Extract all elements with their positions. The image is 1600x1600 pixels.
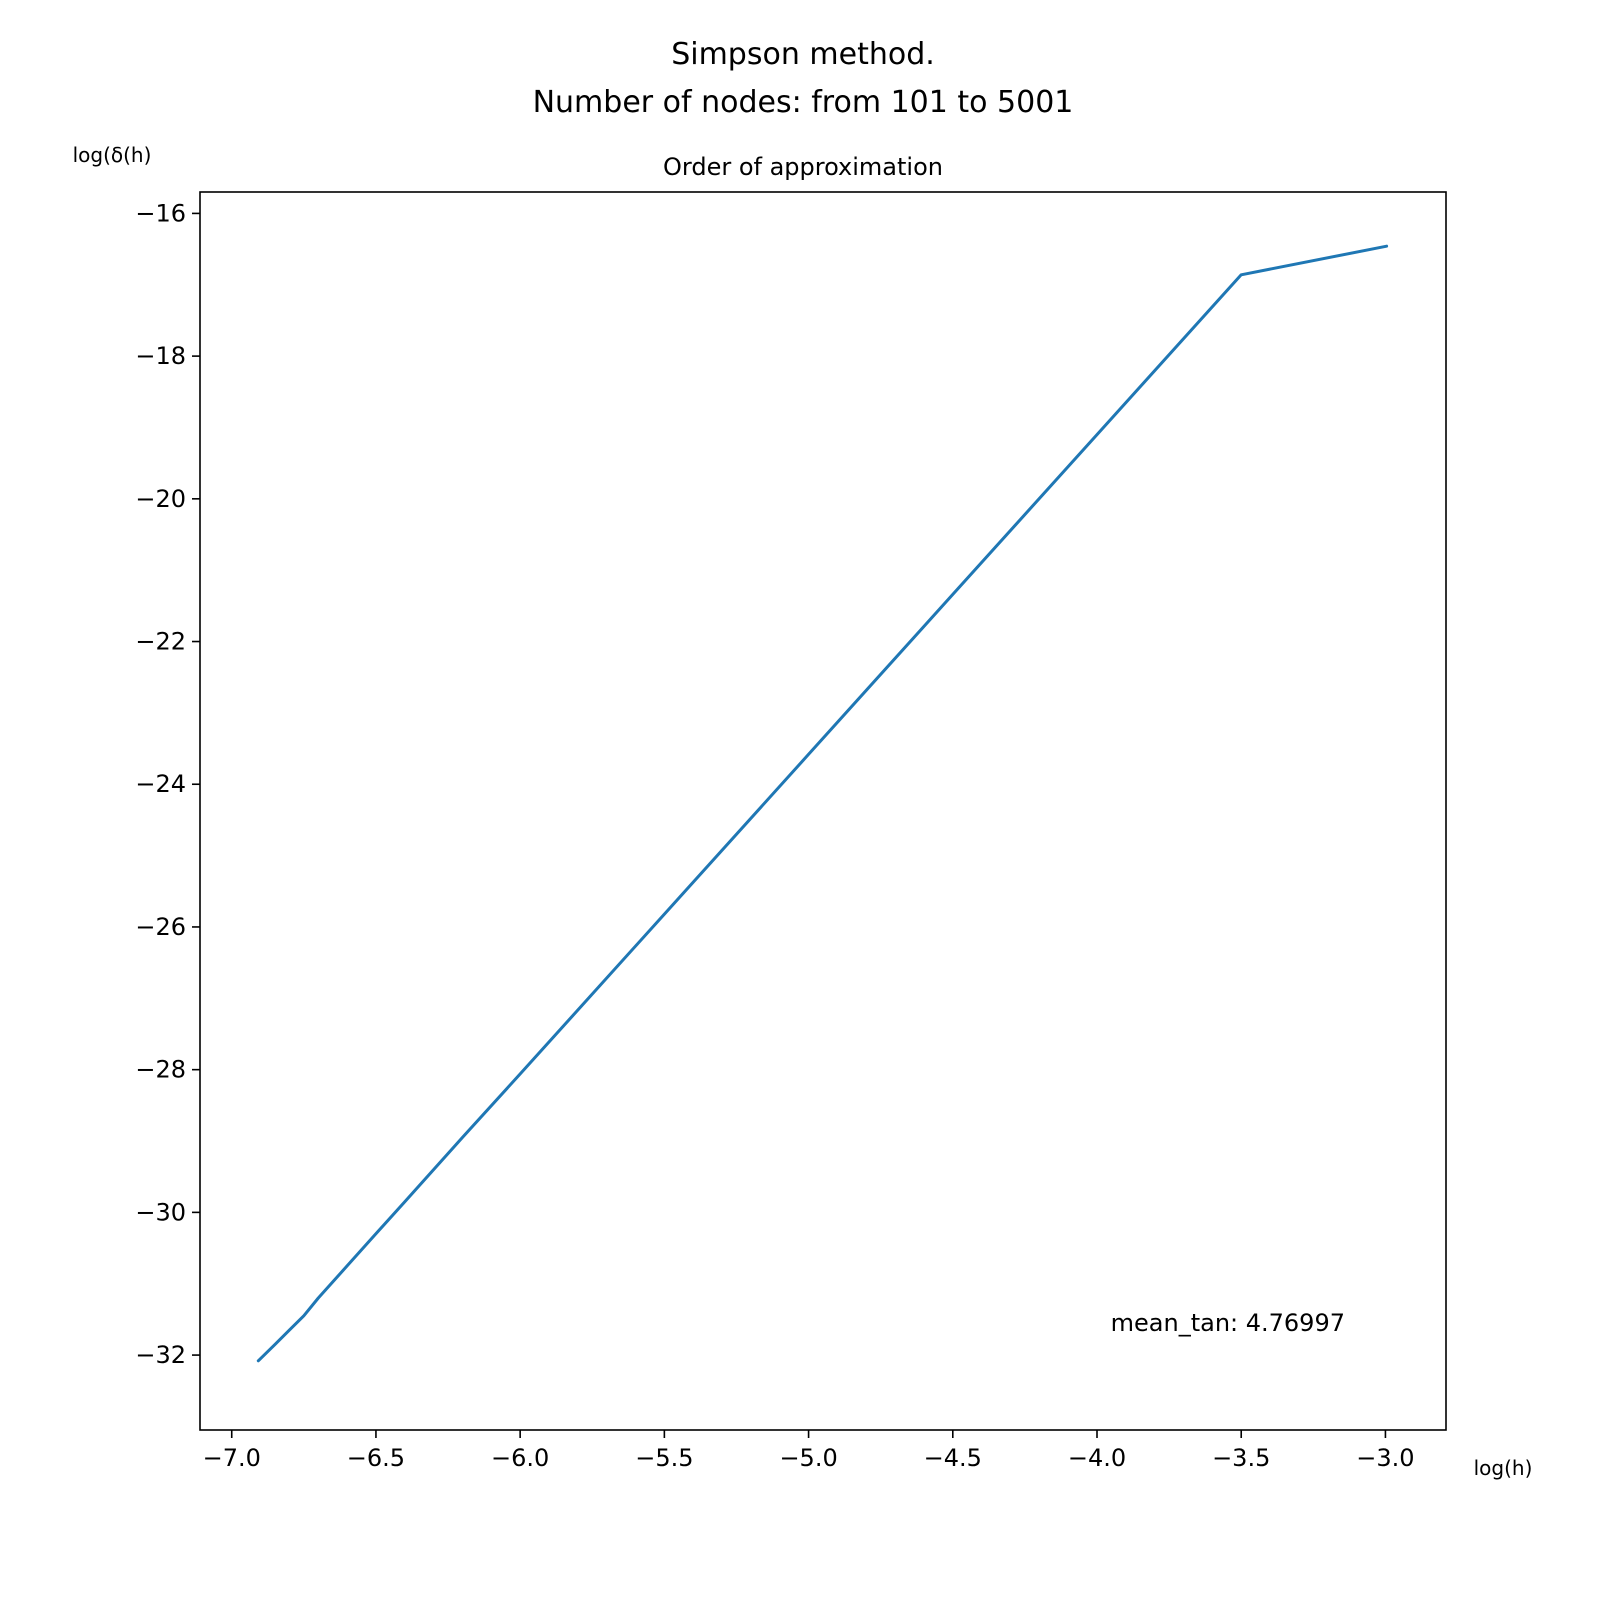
x-tick-label: −3.5	[1212, 1444, 1270, 1472]
y-tick-label: −20	[135, 485, 186, 513]
y-axis-label: log(δ(h)	[73, 143, 152, 167]
x-axis-label: log(h)	[1474, 1456, 1533, 1480]
y-tick-label: −22	[135, 628, 186, 656]
x-tick-label: −4.0	[1068, 1444, 1126, 1472]
x-tick-label: −5.5	[635, 1444, 693, 1472]
series-layer	[256, 244, 1389, 1363]
x-tick-label: −7.0	[203, 1444, 261, 1472]
chart-suptitle-line2: Number of nodes: from 101 to 5001	[533, 85, 1074, 120]
x-tick-label: −3.0	[1356, 1444, 1414, 1472]
chart-suptitle-line1: Simpson method.	[671, 37, 935, 72]
x-tick-label: −6.5	[347, 1444, 405, 1472]
y-tick-label: −24	[135, 770, 186, 798]
x-axis-ticks: −7.0 −6.5 −6.0 −5.5 −5.0 −4.5 −4.0 −3.5 −3.0	[203, 1430, 1415, 1472]
x-tick-label: −5.0	[779, 1444, 837, 1472]
chart-title: Order of approximation	[663, 153, 943, 181]
y-tick-label: −30	[135, 1198, 186, 1226]
y-tick-label: −18	[135, 342, 186, 370]
series-line	[256, 244, 1389, 1363]
y-tick-label: −26	[135, 913, 186, 941]
y-tick-label: −16	[135, 199, 186, 227]
y-tick-label: −28	[135, 1056, 186, 1084]
y-tick-label: −32	[135, 1341, 186, 1369]
x-tick-label: −6.0	[491, 1444, 549, 1472]
mean-tan-annotation: mean_tan: 4.76997	[1111, 1309, 1345, 1337]
plot-area-frame	[199, 191, 1447, 1431]
y-axis-ticks: −32 −30 −28 −26 −24 −22 −20 −18 −16	[135, 199, 200, 1369]
x-tick-label: −4.5	[924, 1444, 982, 1472]
